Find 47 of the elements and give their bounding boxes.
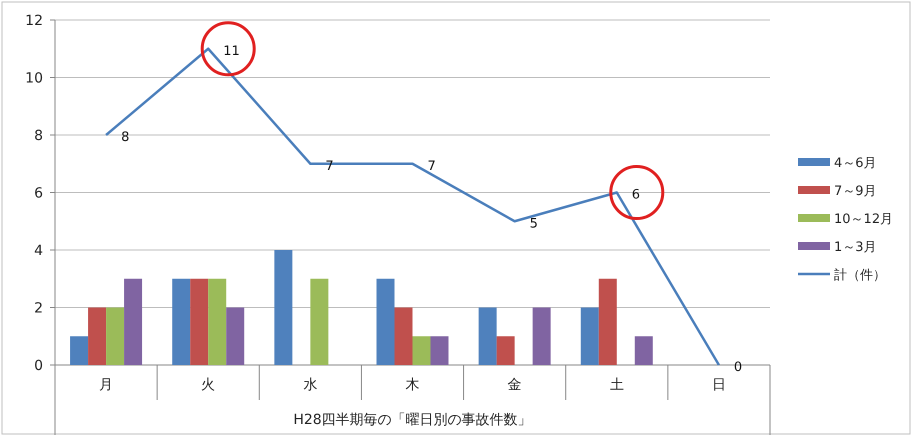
bar [190, 278, 208, 365]
data-label: 6 [632, 188, 640, 202]
bar [496, 336, 515, 365]
bar [634, 336, 653, 365]
x-tick-label: 金 [508, 377, 522, 393]
bar [124, 278, 142, 365]
x-tick-label: 火 [201, 377, 216, 393]
bar [478, 308, 497, 365]
bar [412, 336, 430, 365]
y-tick-label: 8 [34, 128, 43, 144]
x-tick-label: 水 [303, 377, 318, 393]
legend-label: 1～3月 [834, 240, 877, 255]
data-label: 11 [223, 44, 240, 59]
bar [172, 278, 190, 365]
y-tick-label: 6 [34, 186, 44, 202]
data-label: 5 [530, 216, 538, 232]
x-axis-title: H28四半期毎の「曜日別の事故件数」 [293, 412, 532, 428]
bar [274, 250, 292, 365]
bar [532, 308, 551, 365]
bar [226, 308, 244, 365]
x-tick-label: 月 [99, 377, 114, 393]
data-label: 0 [734, 360, 742, 375]
bar [70, 336, 88, 365]
bar [88, 308, 106, 365]
data-label: 8 [121, 130, 130, 145]
bar [430, 336, 448, 365]
bar [106, 308, 124, 365]
bar [598, 278, 617, 365]
y-tick-label: 2 [34, 300, 43, 316]
y-tick-label: 0 [34, 358, 43, 374]
y-tick-label: 4 [34, 243, 44, 259]
x-tick-label: 木 [406, 377, 420, 393]
line-series [104, 48, 720, 366]
legend-label: 計（件） [834, 268, 886, 283]
y-tick-label: 12 [25, 13, 43, 29]
y-tick-label: 10 [25, 70, 43, 86]
x-tick-label: 日 [712, 377, 726, 393]
bar [394, 308, 412, 365]
bar [376, 278, 394, 365]
bar [208, 278, 226, 365]
bar [580, 308, 599, 365]
legend-label: 7～9月 [834, 184, 877, 199]
bar [310, 278, 328, 365]
legend-label: 10～12月 [834, 212, 894, 227]
legend-label: 4～6月 [834, 156, 877, 171]
data-label: 7 [428, 158, 436, 174]
x-tick-label: 土 [610, 377, 624, 393]
